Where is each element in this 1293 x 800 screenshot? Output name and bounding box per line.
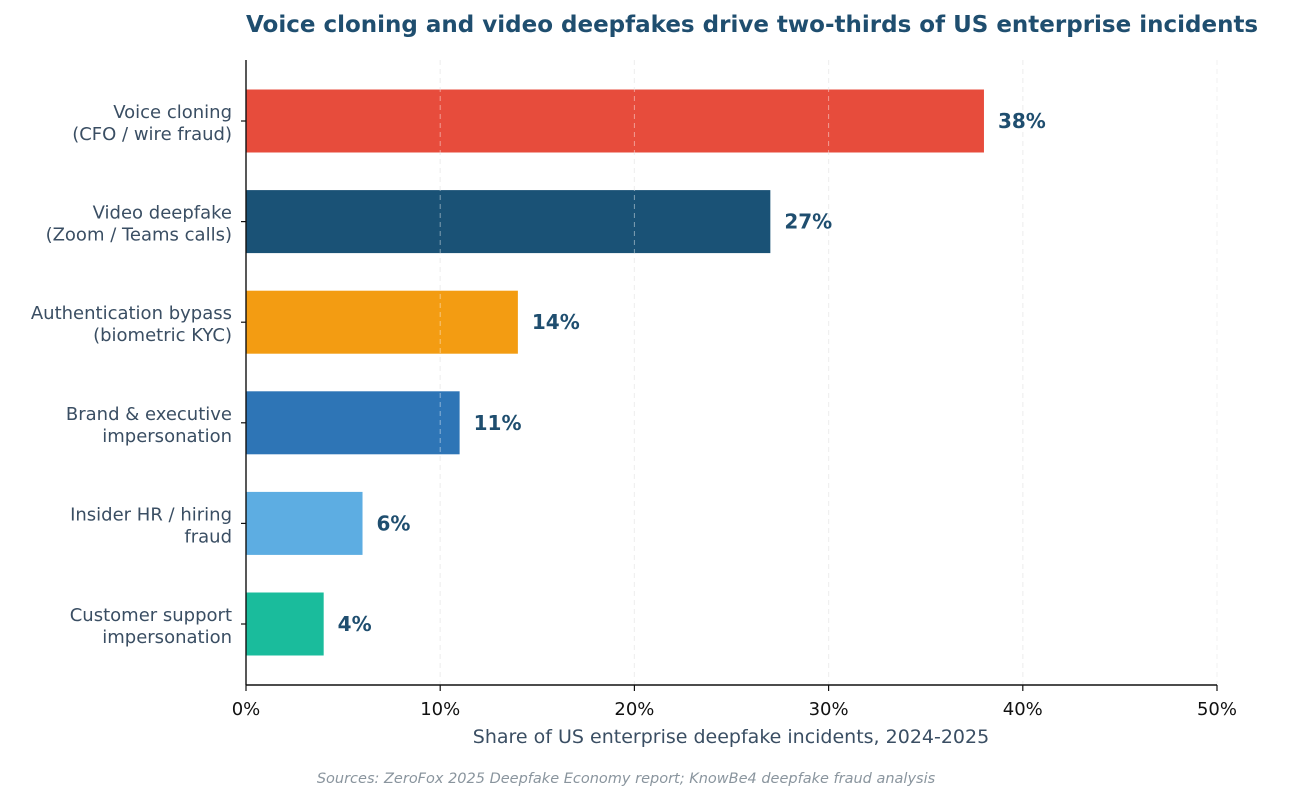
data-label: 11%: [474, 411, 522, 435]
chart-title: Voice cloning and video deepfakes drive …: [246, 12, 1258, 38]
labels: 38% Voice cloning (CFO / wire fraud) 27% Vid…: [31, 102, 1237, 720]
axes: [241, 60, 1218, 691]
category-label: Authentication bypass (biometric KYC): [31, 303, 232, 346]
category-label: Insider HR / hiring fraud: [70, 504, 232, 547]
x-axis-title: Share of US enterprise deepfake incident…: [473, 726, 989, 748]
x-tick-label: 20%: [614, 699, 654, 720]
bars: [246, 89, 984, 656]
data-label: 4%: [338, 612, 372, 636]
bar: [246, 290, 518, 354]
x-tick-label: 50%: [1197, 699, 1237, 720]
data-label: 14%: [532, 310, 580, 334]
gridlines-overlay: [439, 60, 1218, 685]
category-label: Voice cloning (CFO / wire fraud): [72, 102, 232, 145]
bar: [246, 89, 984, 153]
x-tick-label: 40%: [1003, 699, 1043, 720]
x-tick-label: 10%: [420, 699, 460, 720]
category-label: Customer support impersonation: [70, 605, 232, 648]
source-note: Sources: ZeroFox 2025 Deepfake Economy r…: [317, 771, 936, 787]
data-label: 27%: [784, 210, 832, 234]
bar: [246, 190, 771, 254]
category-label: Brand & executive impersonation: [66, 404, 232, 447]
data-label: 6%: [377, 511, 411, 535]
bar: [246, 592, 324, 656]
bar: [246, 491, 363, 555]
category-label: Video deepfake (Zoom / Teams calls): [46, 203, 232, 246]
x-tick-label: 0%: [232, 699, 261, 720]
data-label: 38%: [998, 109, 1046, 133]
x-tick-label: 30%: [809, 699, 849, 720]
bar: [246, 391, 460, 455]
